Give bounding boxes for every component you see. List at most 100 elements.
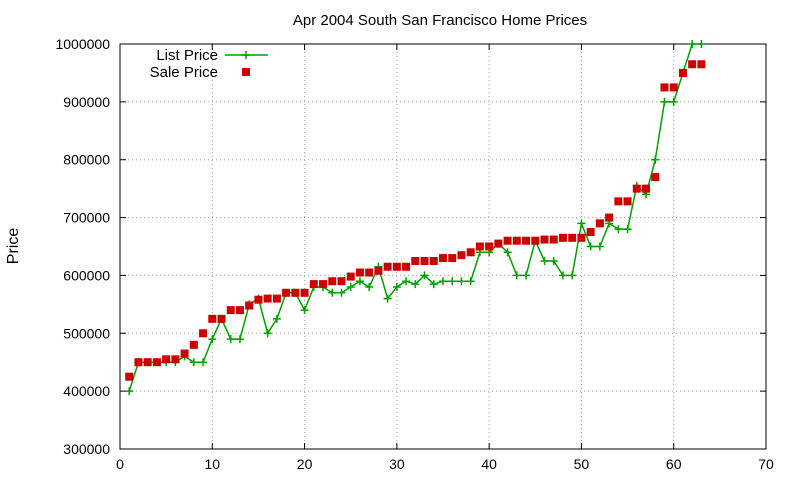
sale-price-point bbox=[494, 239, 503, 248]
sale-price-point bbox=[189, 340, 198, 349]
x-tick-label: 10 bbox=[204, 456, 220, 472]
sale-price-point bbox=[568, 233, 577, 242]
list-price-point bbox=[439, 277, 447, 286]
sale-price-point bbox=[411, 256, 420, 265]
sale-price-point bbox=[623, 197, 632, 206]
list-price-point bbox=[272, 314, 281, 323]
sale-price-point bbox=[319, 280, 328, 289]
x-tick-label: 0 bbox=[116, 456, 124, 472]
x-tick-label: 30 bbox=[389, 456, 405, 472]
list-price-point bbox=[429, 280, 438, 289]
y-axis-label: Price bbox=[5, 228, 22, 265]
list-price-point bbox=[595, 242, 604, 251]
sale-price-point bbox=[595, 219, 604, 228]
sale-price-point bbox=[669, 83, 678, 92]
sale-price-point bbox=[337, 277, 346, 286]
list-price-point bbox=[337, 288, 346, 297]
list-price-point bbox=[457, 277, 466, 286]
y-tick-label: 300000 bbox=[63, 441, 110, 457]
sale-price-point bbox=[439, 254, 447, 263]
sale-price-point bbox=[226, 306, 235, 315]
list-price-point bbox=[558, 271, 567, 280]
x-tick-label: 60 bbox=[666, 456, 682, 472]
y-tick-label: 500000 bbox=[63, 325, 110, 341]
sale-price-point bbox=[309, 280, 318, 289]
legend-label-sale-price: Sale Price bbox=[150, 64, 218, 81]
sale-price-point bbox=[531, 236, 540, 245]
sale-price-point bbox=[678, 68, 687, 77]
sale-price-point bbox=[282, 288, 291, 297]
sale-price-point bbox=[475, 242, 484, 251]
sale-price-point bbox=[540, 235, 549, 244]
y-tick-label: 600000 bbox=[63, 267, 110, 283]
list-price-point bbox=[568, 271, 577, 280]
series-list-price bbox=[125, 40, 706, 396]
list-price-point bbox=[540, 256, 549, 265]
sale-price-point bbox=[632, 184, 641, 193]
sale-price-point bbox=[245, 301, 254, 310]
sale-price-point bbox=[512, 236, 521, 245]
list-price-point bbox=[300, 306, 309, 315]
sale-price-point bbox=[143, 358, 152, 367]
series-layer bbox=[125, 40, 706, 396]
list-price-point bbox=[466, 277, 475, 286]
list-price-point bbox=[226, 335, 235, 344]
sale-price-point bbox=[291, 288, 300, 297]
list-price-point bbox=[189, 358, 198, 367]
list-price-point bbox=[199, 358, 208, 367]
y-tick-label: 400000 bbox=[63, 383, 110, 399]
y-tick-label: 800000 bbox=[63, 152, 110, 168]
sale-price-point bbox=[300, 288, 309, 297]
sale-price-point bbox=[383, 262, 392, 271]
list-price-point bbox=[125, 387, 134, 396]
list-price-point bbox=[208, 335, 217, 344]
sale-price-point bbox=[346, 272, 355, 281]
sale-price-point bbox=[642, 184, 651, 193]
sale-price-point bbox=[199, 329, 208, 338]
list-price-point bbox=[503, 248, 512, 257]
x-tick-label: 70 bbox=[758, 456, 774, 472]
sale-price-point bbox=[651, 173, 660, 182]
x-tick-label: 50 bbox=[574, 456, 590, 472]
sale-price-point bbox=[152, 358, 161, 367]
sale-price-point bbox=[263, 294, 272, 303]
list-price-point bbox=[328, 288, 337, 297]
list-price-point bbox=[235, 335, 244, 344]
sale-price-point bbox=[402, 262, 411, 271]
sale-price-point bbox=[522, 236, 531, 245]
y-tick-label: 900000 bbox=[63, 94, 110, 110]
sale-price-point bbox=[171, 355, 180, 364]
sale-price-point bbox=[558, 233, 567, 242]
list-price-point bbox=[614, 225, 623, 234]
list-price-point bbox=[577, 219, 586, 228]
sale-price-point bbox=[162, 355, 171, 364]
sale-price-point bbox=[485, 242, 494, 251]
list-price-point bbox=[392, 283, 401, 291]
sale-price-point bbox=[217, 314, 226, 323]
list-price-point bbox=[346, 283, 355, 291]
list-price-point bbox=[512, 271, 521, 280]
sale-price-point bbox=[392, 262, 401, 271]
y-tick-label: 1000000 bbox=[55, 36, 110, 52]
sale-price-point bbox=[272, 294, 281, 303]
sale-price-point bbox=[457, 251, 466, 260]
list-price-point bbox=[365, 283, 374, 291]
list-price-point bbox=[420, 271, 429, 280]
series-sale-price bbox=[125, 60, 706, 381]
sale-price-point bbox=[365, 268, 374, 277]
sale-price-point bbox=[208, 314, 217, 323]
legend-label-list-price: List Price bbox=[156, 47, 218, 64]
list-price-point bbox=[263, 329, 272, 338]
sale-price-point bbox=[614, 197, 623, 206]
plot-frame bbox=[119, 43, 767, 450]
list-price-point bbox=[623, 225, 632, 234]
chart-title: Apr 2004 South San Francisco Home Prices bbox=[293, 12, 587, 29]
list-price-point bbox=[383, 294, 392, 303]
sale-price-point bbox=[549, 235, 558, 244]
list-price-point bbox=[669, 97, 678, 106]
sale-price-point bbox=[134, 358, 143, 367]
x-tick-label: 20 bbox=[297, 456, 313, 472]
sale-price-point bbox=[466, 248, 475, 257]
sale-price-point bbox=[688, 60, 697, 69]
